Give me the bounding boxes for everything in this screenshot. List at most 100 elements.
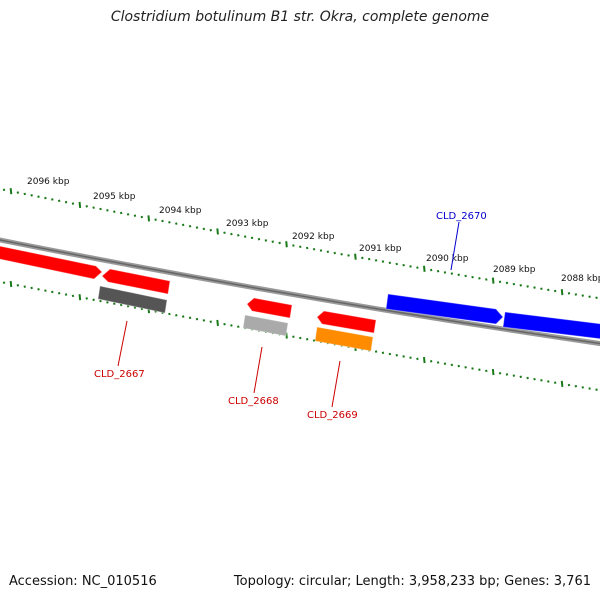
minor-tick xyxy=(230,324,233,327)
minor-tick xyxy=(57,199,61,203)
minor-tick xyxy=(119,303,123,307)
minor-tick xyxy=(443,362,447,365)
minor-tick xyxy=(326,250,330,254)
kbp-label: 2095 kbp xyxy=(93,192,136,202)
major-tick xyxy=(491,368,495,376)
gene-arrow[interactable] xyxy=(242,314,289,337)
gene-label-cld-2669[interactable]: CLD_2669 xyxy=(307,410,358,421)
minor-tick xyxy=(588,295,591,298)
minor-tick xyxy=(512,282,516,286)
kbp-label: 2096 kbp xyxy=(27,177,70,187)
gene-arrow[interactable] xyxy=(316,310,377,334)
major-tick xyxy=(216,228,219,235)
minor-tick xyxy=(113,302,116,305)
minor-tick xyxy=(402,355,405,358)
major-tick xyxy=(491,277,495,284)
gene-arrow[interactable] xyxy=(385,293,504,325)
minor-tick xyxy=(264,239,268,242)
minor-tick xyxy=(161,219,164,223)
gene-arrow[interactable] xyxy=(314,326,374,352)
minor-tick xyxy=(106,209,109,212)
kbp-label: 2094 kbp xyxy=(159,206,202,216)
minor-tick xyxy=(429,268,433,272)
minor-tick xyxy=(237,325,240,329)
minor-tick xyxy=(119,211,123,215)
minor-tick xyxy=(23,285,27,288)
gene-arrow[interactable] xyxy=(502,311,600,340)
minor-tick xyxy=(450,272,454,275)
minor-tick xyxy=(388,261,392,265)
minor-tick xyxy=(64,293,68,296)
minor-tick xyxy=(588,387,591,390)
leader-line-cld-2670 xyxy=(450,221,460,271)
minor-tick xyxy=(581,294,585,297)
minor-tick xyxy=(71,202,75,205)
minor-tick xyxy=(44,196,47,200)
minor-tick xyxy=(443,271,447,274)
kbp-label: 2089 kbp xyxy=(493,265,536,275)
minor-tick xyxy=(402,263,405,267)
gene-arrow[interactable] xyxy=(246,297,293,319)
major-tick xyxy=(9,280,13,288)
minor-tick xyxy=(299,245,302,249)
minor-tick xyxy=(581,386,585,389)
minor-tick xyxy=(409,265,412,268)
minor-tick xyxy=(519,283,523,287)
minor-tick xyxy=(278,241,281,245)
minor-tick xyxy=(168,312,171,316)
minor-tick xyxy=(271,240,275,243)
major-tick xyxy=(78,294,82,301)
minor-tick xyxy=(30,194,33,197)
minor-tick xyxy=(526,376,529,380)
minor-tick xyxy=(175,222,178,225)
minor-tick xyxy=(202,227,206,231)
minor-tick xyxy=(409,356,412,359)
leader-line-cld-2668 xyxy=(253,346,263,394)
minor-tick xyxy=(223,322,226,326)
minor-tick xyxy=(237,234,240,237)
minor-tick xyxy=(374,259,378,262)
minor-tick xyxy=(471,275,474,279)
minor-tick xyxy=(71,294,75,298)
minor-tick xyxy=(478,277,481,280)
minor-tick xyxy=(553,381,557,384)
minor-tick xyxy=(595,388,598,391)
gene-label-cld-2668[interactable]: CLD_2668 xyxy=(228,396,279,407)
minor-tick xyxy=(257,237,261,241)
major-tick xyxy=(285,241,288,248)
gene-label-cld-2667[interactable]: CLD_2667 xyxy=(94,369,145,380)
minor-tick xyxy=(305,337,309,341)
minor-tick xyxy=(478,368,481,371)
minor-tick xyxy=(230,232,233,236)
minor-tick xyxy=(133,214,137,217)
minor-tick xyxy=(181,315,185,318)
gene-label-cld-2670[interactable]: CLD_2670 xyxy=(436,211,487,222)
minor-tick xyxy=(347,254,350,257)
minor-tick xyxy=(319,249,323,252)
minor-tick xyxy=(416,357,419,361)
minor-tick xyxy=(512,374,516,377)
minor-tick xyxy=(505,281,509,285)
gene-arrow[interactable] xyxy=(97,285,168,314)
minor-tick xyxy=(395,262,399,266)
minor-tick xyxy=(126,304,130,308)
minor-tick xyxy=(526,285,529,288)
minor-tick xyxy=(553,289,557,293)
minor-tick xyxy=(567,291,571,295)
minor-tick xyxy=(51,198,54,201)
minor-tick xyxy=(57,291,61,295)
gene-arrow[interactable] xyxy=(101,268,171,295)
major-tick xyxy=(147,215,151,222)
minor-tick xyxy=(195,317,199,321)
minor-tick xyxy=(99,207,102,211)
accession-text: Accession: NC_010516 xyxy=(9,574,157,589)
minor-tick xyxy=(485,369,488,373)
kbp-label: 2091 kbp xyxy=(359,244,402,254)
minor-tick xyxy=(140,215,144,219)
minor-tick xyxy=(429,360,433,363)
minor-tick xyxy=(381,351,385,355)
gene-arrow[interactable] xyxy=(0,244,103,280)
minor-tick xyxy=(567,383,571,387)
minor-tick xyxy=(188,224,192,228)
